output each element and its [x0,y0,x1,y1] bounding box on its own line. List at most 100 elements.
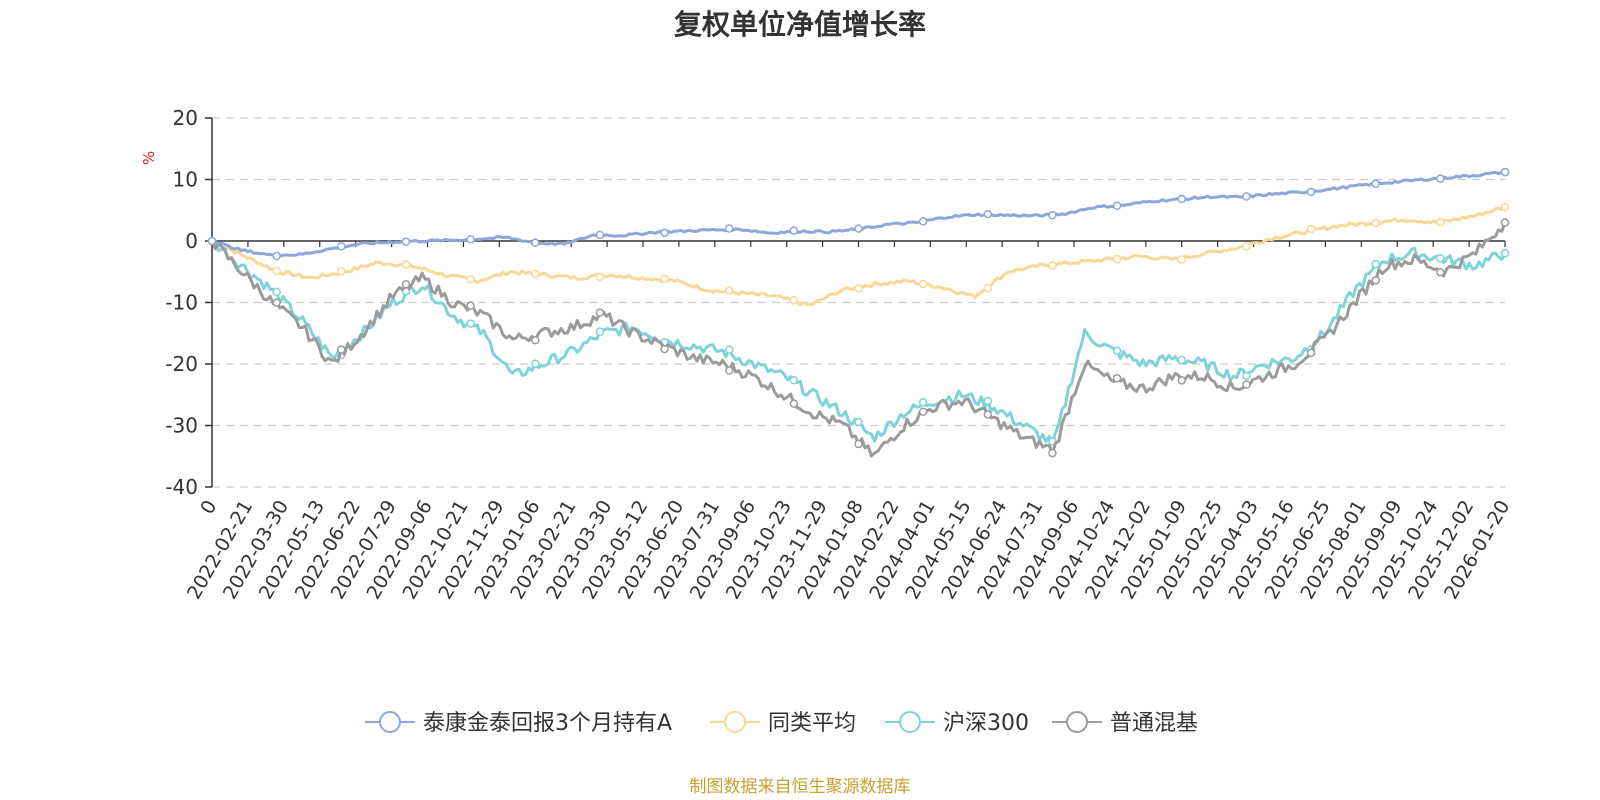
series-lines [207,167,1510,458]
data-point [1242,192,1251,201]
data-point [983,396,993,406]
y-tick-label: -20 [165,352,198,376]
series-2 [207,236,1510,446]
data-point [854,284,863,293]
data-point [272,287,281,297]
data-point [1177,255,1186,264]
data-point [983,283,993,293]
data-point [854,224,863,233]
legend-label: 沪深300 [943,711,1029,736]
data-point [1242,371,1251,381]
legend-marker [724,711,746,733]
grid-lines [212,117,1505,488]
data-point [595,230,605,240]
data-point [724,224,734,233]
data-point [1048,261,1057,270]
data-point [1371,218,1380,228]
data-point [1048,448,1057,458]
data-point [466,234,475,244]
data-point [531,359,540,369]
data-point [983,410,993,419]
x-tick-label: 0 [196,497,221,518]
data-point [789,295,799,305]
data-point [918,217,928,226]
data-point [660,344,669,354]
data-point [1048,211,1057,220]
data-point [983,209,993,219]
data-point [272,251,281,261]
data-point [854,439,863,449]
y-tick-label: -10 [165,291,198,315]
data-point [272,266,281,276]
legend-marker [1066,711,1088,733]
data-point [1371,179,1380,189]
series-0 [207,167,1510,261]
legend-label: 普通混基 [1110,711,1198,736]
data-point [660,274,669,284]
data-point [1242,380,1251,389]
data-point [595,327,605,336]
legend-item-1[interactable]: 同类平均 [710,711,856,736]
data-point [918,398,928,407]
data-point [401,279,411,289]
y-tick-label: -40 [165,475,198,499]
source-note: 制图数据来自恒生聚源数据库 [690,777,911,797]
data-point [531,269,540,279]
data-point [789,226,799,235]
data-point [1112,254,1122,264]
data-point [1500,249,1510,258]
data-point [595,272,605,282]
data-point [337,242,346,251]
y-axis-ticks: 20 10 0 -10 -20 -30 -40 [165,106,212,499]
data-point [1242,242,1251,251]
data-point [595,308,605,317]
data-point [724,286,734,295]
data-point [1436,174,1445,183]
data-point [337,267,346,276]
data-point [401,237,411,247]
data-point [1177,376,1186,385]
data-point [1112,201,1122,210]
data-point [724,345,734,354]
data-point [1371,276,1380,285]
data-point [1436,267,1445,277]
data-point [1436,217,1445,227]
data-point [1500,218,1510,227]
data-point [1306,224,1316,234]
data-point [1371,259,1380,269]
legend-marker [899,711,921,733]
data-point [1500,202,1510,212]
y-tick-label: 0 [185,229,198,253]
data-point [918,279,928,289]
series-line [211,239,1507,443]
data-point [337,345,346,354]
legend-item-3[interactable]: 普通混基 [1052,711,1198,736]
data-point [531,238,540,248]
data-point [1500,167,1510,177]
data-point [918,407,928,416]
data-point [789,376,799,385]
y-axis-unit-label: % [140,151,158,165]
data-point [1112,346,1122,356]
data-point [1306,348,1316,358]
data-point [272,298,281,307]
data-point [1112,374,1122,383]
data-point [466,274,475,284]
data-point [207,236,217,246]
y-tick-label: 20 [173,106,198,130]
legend-item-0[interactable]: 泰康金泰回报3个月持有A [365,711,672,736]
data-point [789,399,799,408]
data-point [531,335,540,345]
y-tick-label: 10 [173,168,198,192]
data-point [1177,194,1186,204]
legend-label: 同类平均 [768,711,856,736]
data-point [724,366,734,375]
data-point [401,260,411,269]
data-point [854,417,863,427]
y-tick-label: -30 [165,414,198,438]
legend-item-2[interactable]: 沪深300 [885,711,1029,736]
legend[interactable]: 泰康金泰回报3个月持有A 同类平均 沪深300 普通混基 [365,711,1198,736]
data-point [466,301,475,310]
data-point [1436,254,1445,263]
